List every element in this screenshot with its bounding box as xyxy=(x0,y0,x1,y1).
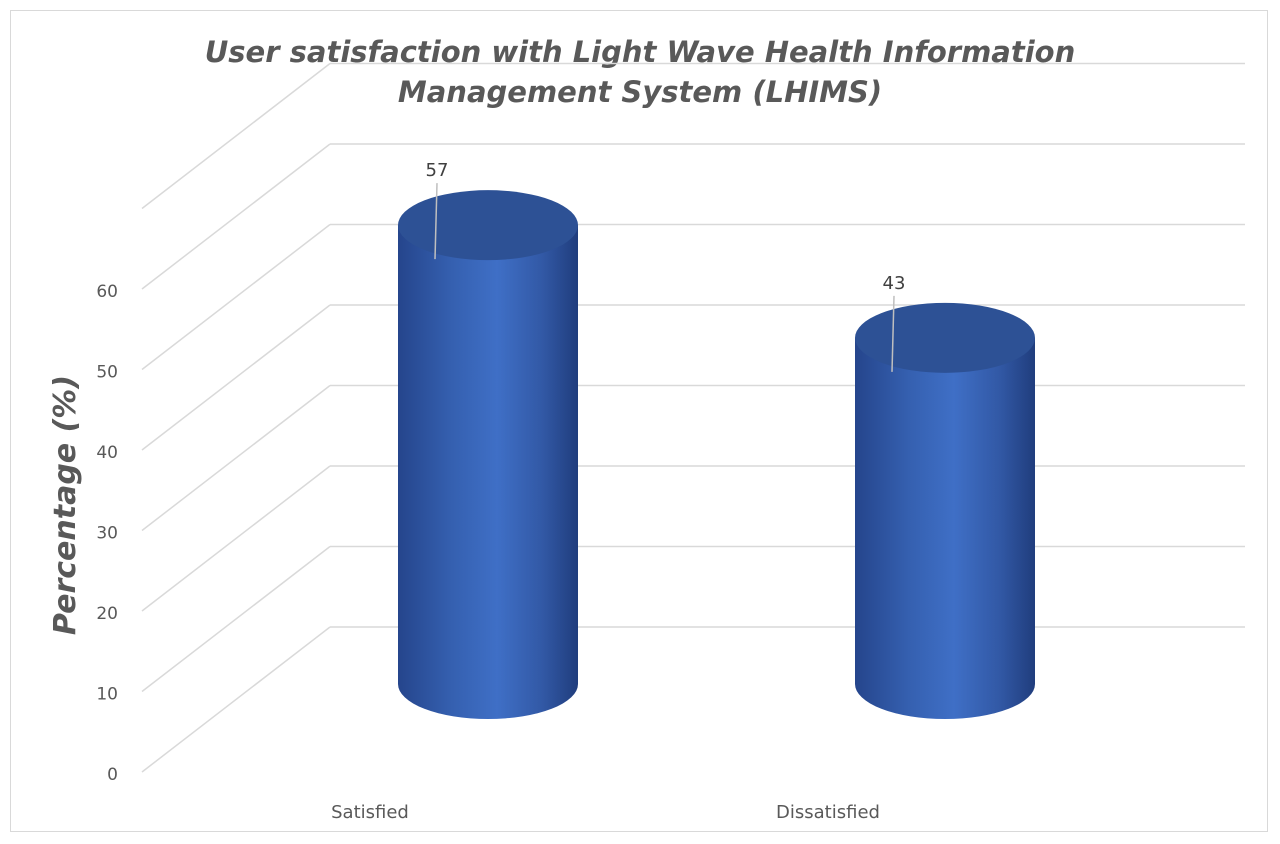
gridline-diagonal xyxy=(141,304,331,451)
y-tick-label: 10 xyxy=(96,685,118,705)
data-label-leader xyxy=(891,295,895,372)
y-tick-label: 20 xyxy=(96,604,118,624)
y-tick-label: 30 xyxy=(96,524,118,544)
y-tick-label: 0 xyxy=(107,765,118,785)
data-label-leader xyxy=(434,183,438,260)
category-label: Dissatisfied xyxy=(776,802,880,823)
bar-cylinder-top xyxy=(855,302,1035,373)
y-tick-label: 40 xyxy=(96,443,118,463)
gridline-diagonal xyxy=(141,545,331,693)
gridlines xyxy=(141,62,1245,773)
y-tick-label: 60 xyxy=(96,282,118,302)
gridline-diagonal xyxy=(141,465,331,612)
bars: 57 43 xyxy=(398,160,1035,719)
bar-cylinder-body xyxy=(398,225,578,719)
data-label: 57 xyxy=(426,160,449,181)
gridline-diagonal xyxy=(141,223,331,371)
gridline-diagonal xyxy=(141,62,331,210)
category-label: Satisfied xyxy=(331,802,409,823)
bar-cylinder-top xyxy=(398,190,578,261)
x-axis-categories: Satisfied Dissatisfied xyxy=(331,802,880,823)
y-axis-title: Percentage (%) xyxy=(48,375,83,635)
data-label: 43 xyxy=(883,273,906,294)
bar-cylinder-body xyxy=(855,337,1035,719)
chart-frame xyxy=(10,10,1268,832)
y-tick-label: 50 xyxy=(96,363,118,383)
gridline-diagonal xyxy=(141,626,331,773)
gridline-diagonal xyxy=(141,384,331,532)
gridline-diagonal xyxy=(141,143,331,290)
y-axis-ticks: 0 10 20 30 40 50 60 xyxy=(96,282,118,785)
chart-title-line2: Management System (LHIMS) xyxy=(398,75,882,109)
